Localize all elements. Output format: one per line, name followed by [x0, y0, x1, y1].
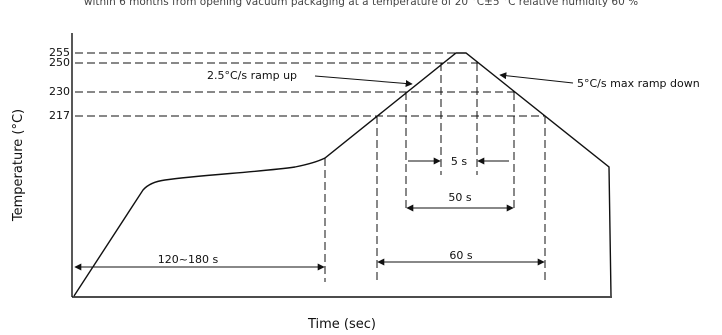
y-tick-255: 255: [49, 46, 70, 59]
header-text: within 6 months from opening vacuum pack…: [83, 0, 639, 8]
above-230-time-label: 50 s: [448, 191, 471, 204]
y-tick-230: 230: [49, 85, 70, 98]
y-tick-250: 250: [49, 56, 70, 69]
y-tick-217: 217: [49, 109, 70, 122]
ramp-down-arrow: [499, 72, 574, 84]
ramp-up-label: 2.5°C/s ramp up: [207, 69, 297, 82]
temperature-profile-curve: [73, 52, 612, 297]
ramp-down-label: 5°C/s max ramp down: [577, 77, 700, 90]
peak-time-label: 5 s: [451, 155, 467, 168]
above-217-time-label: 60 s: [449, 249, 472, 262]
ramp-up-arrow: [314, 75, 413, 87]
preheat-time-label: 120~180 s: [158, 253, 219, 266]
x-axis-label: Time (sec): [307, 317, 376, 332]
y-axis-label: Temperature (°C): [11, 109, 26, 222]
